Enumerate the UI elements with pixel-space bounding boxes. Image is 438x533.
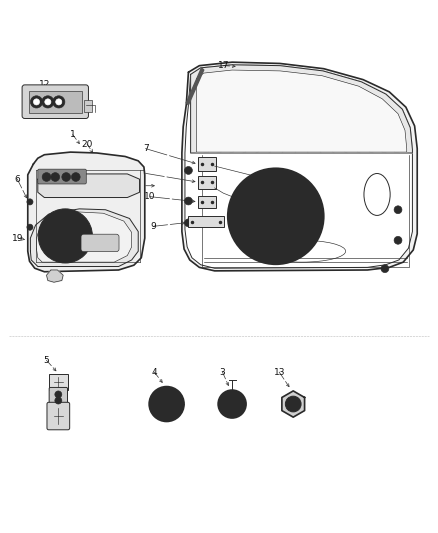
Circle shape — [154, 392, 179, 416]
Polygon shape — [30, 209, 138, 266]
FancyBboxPatch shape — [49, 387, 67, 403]
Text: 6: 6 — [115, 181, 120, 190]
Text: 8: 8 — [138, 168, 144, 177]
Circle shape — [27, 224, 33, 230]
Circle shape — [27, 199, 33, 205]
Circle shape — [228, 400, 237, 408]
Polygon shape — [186, 68, 204, 105]
FancyBboxPatch shape — [28, 91, 82, 113]
Text: 10: 10 — [144, 192, 156, 201]
FancyBboxPatch shape — [198, 196, 216, 208]
Circle shape — [184, 166, 192, 174]
Circle shape — [62, 173, 71, 181]
Circle shape — [51, 173, 60, 181]
Text: 20: 20 — [81, 140, 93, 149]
Polygon shape — [191, 65, 413, 153]
Circle shape — [394, 206, 402, 214]
Text: 1: 1 — [70, 130, 76, 139]
Circle shape — [228, 168, 324, 264]
Circle shape — [45, 99, 51, 105]
Circle shape — [53, 96, 65, 108]
Circle shape — [223, 394, 242, 414]
Polygon shape — [28, 152, 145, 272]
Circle shape — [394, 236, 402, 244]
Circle shape — [159, 397, 173, 411]
Circle shape — [184, 197, 192, 205]
Circle shape — [38, 209, 92, 263]
Circle shape — [46, 216, 85, 256]
Polygon shape — [36, 212, 132, 262]
Polygon shape — [282, 391, 304, 417]
Text: 11: 11 — [103, 245, 115, 254]
Circle shape — [55, 397, 62, 404]
Polygon shape — [182, 62, 417, 271]
Text: 17: 17 — [218, 61, 229, 70]
FancyBboxPatch shape — [187, 216, 224, 227]
Text: 12: 12 — [39, 80, 50, 89]
Text: 13: 13 — [273, 368, 285, 377]
Circle shape — [56, 99, 62, 105]
Text: 9: 9 — [151, 222, 156, 231]
Circle shape — [381, 265, 389, 272]
Circle shape — [286, 396, 301, 412]
Circle shape — [218, 390, 246, 418]
Circle shape — [33, 99, 39, 105]
Circle shape — [242, 182, 310, 251]
FancyBboxPatch shape — [198, 157, 216, 171]
Circle shape — [184, 219, 192, 227]
FancyBboxPatch shape — [47, 402, 70, 430]
Polygon shape — [185, 65, 413, 268]
FancyBboxPatch shape — [49, 374, 68, 390]
Circle shape — [42, 173, 51, 181]
Circle shape — [42, 96, 54, 108]
Circle shape — [55, 391, 62, 398]
Circle shape — [256, 197, 295, 236]
Circle shape — [149, 386, 184, 422]
Text: 6: 6 — [14, 175, 20, 184]
Text: 5: 5 — [44, 356, 49, 365]
FancyBboxPatch shape — [84, 100, 92, 112]
Polygon shape — [46, 270, 63, 282]
FancyBboxPatch shape — [38, 169, 86, 184]
FancyBboxPatch shape — [198, 176, 216, 189]
FancyBboxPatch shape — [22, 85, 88, 118]
Circle shape — [71, 173, 80, 181]
Text: 7: 7 — [143, 144, 148, 153]
Polygon shape — [38, 174, 140, 198]
Polygon shape — [196, 70, 407, 152]
Text: 4: 4 — [152, 368, 157, 377]
Circle shape — [30, 96, 42, 108]
Text: 3: 3 — [219, 368, 226, 377]
Text: 19: 19 — [12, 233, 24, 243]
FancyBboxPatch shape — [81, 234, 119, 252]
